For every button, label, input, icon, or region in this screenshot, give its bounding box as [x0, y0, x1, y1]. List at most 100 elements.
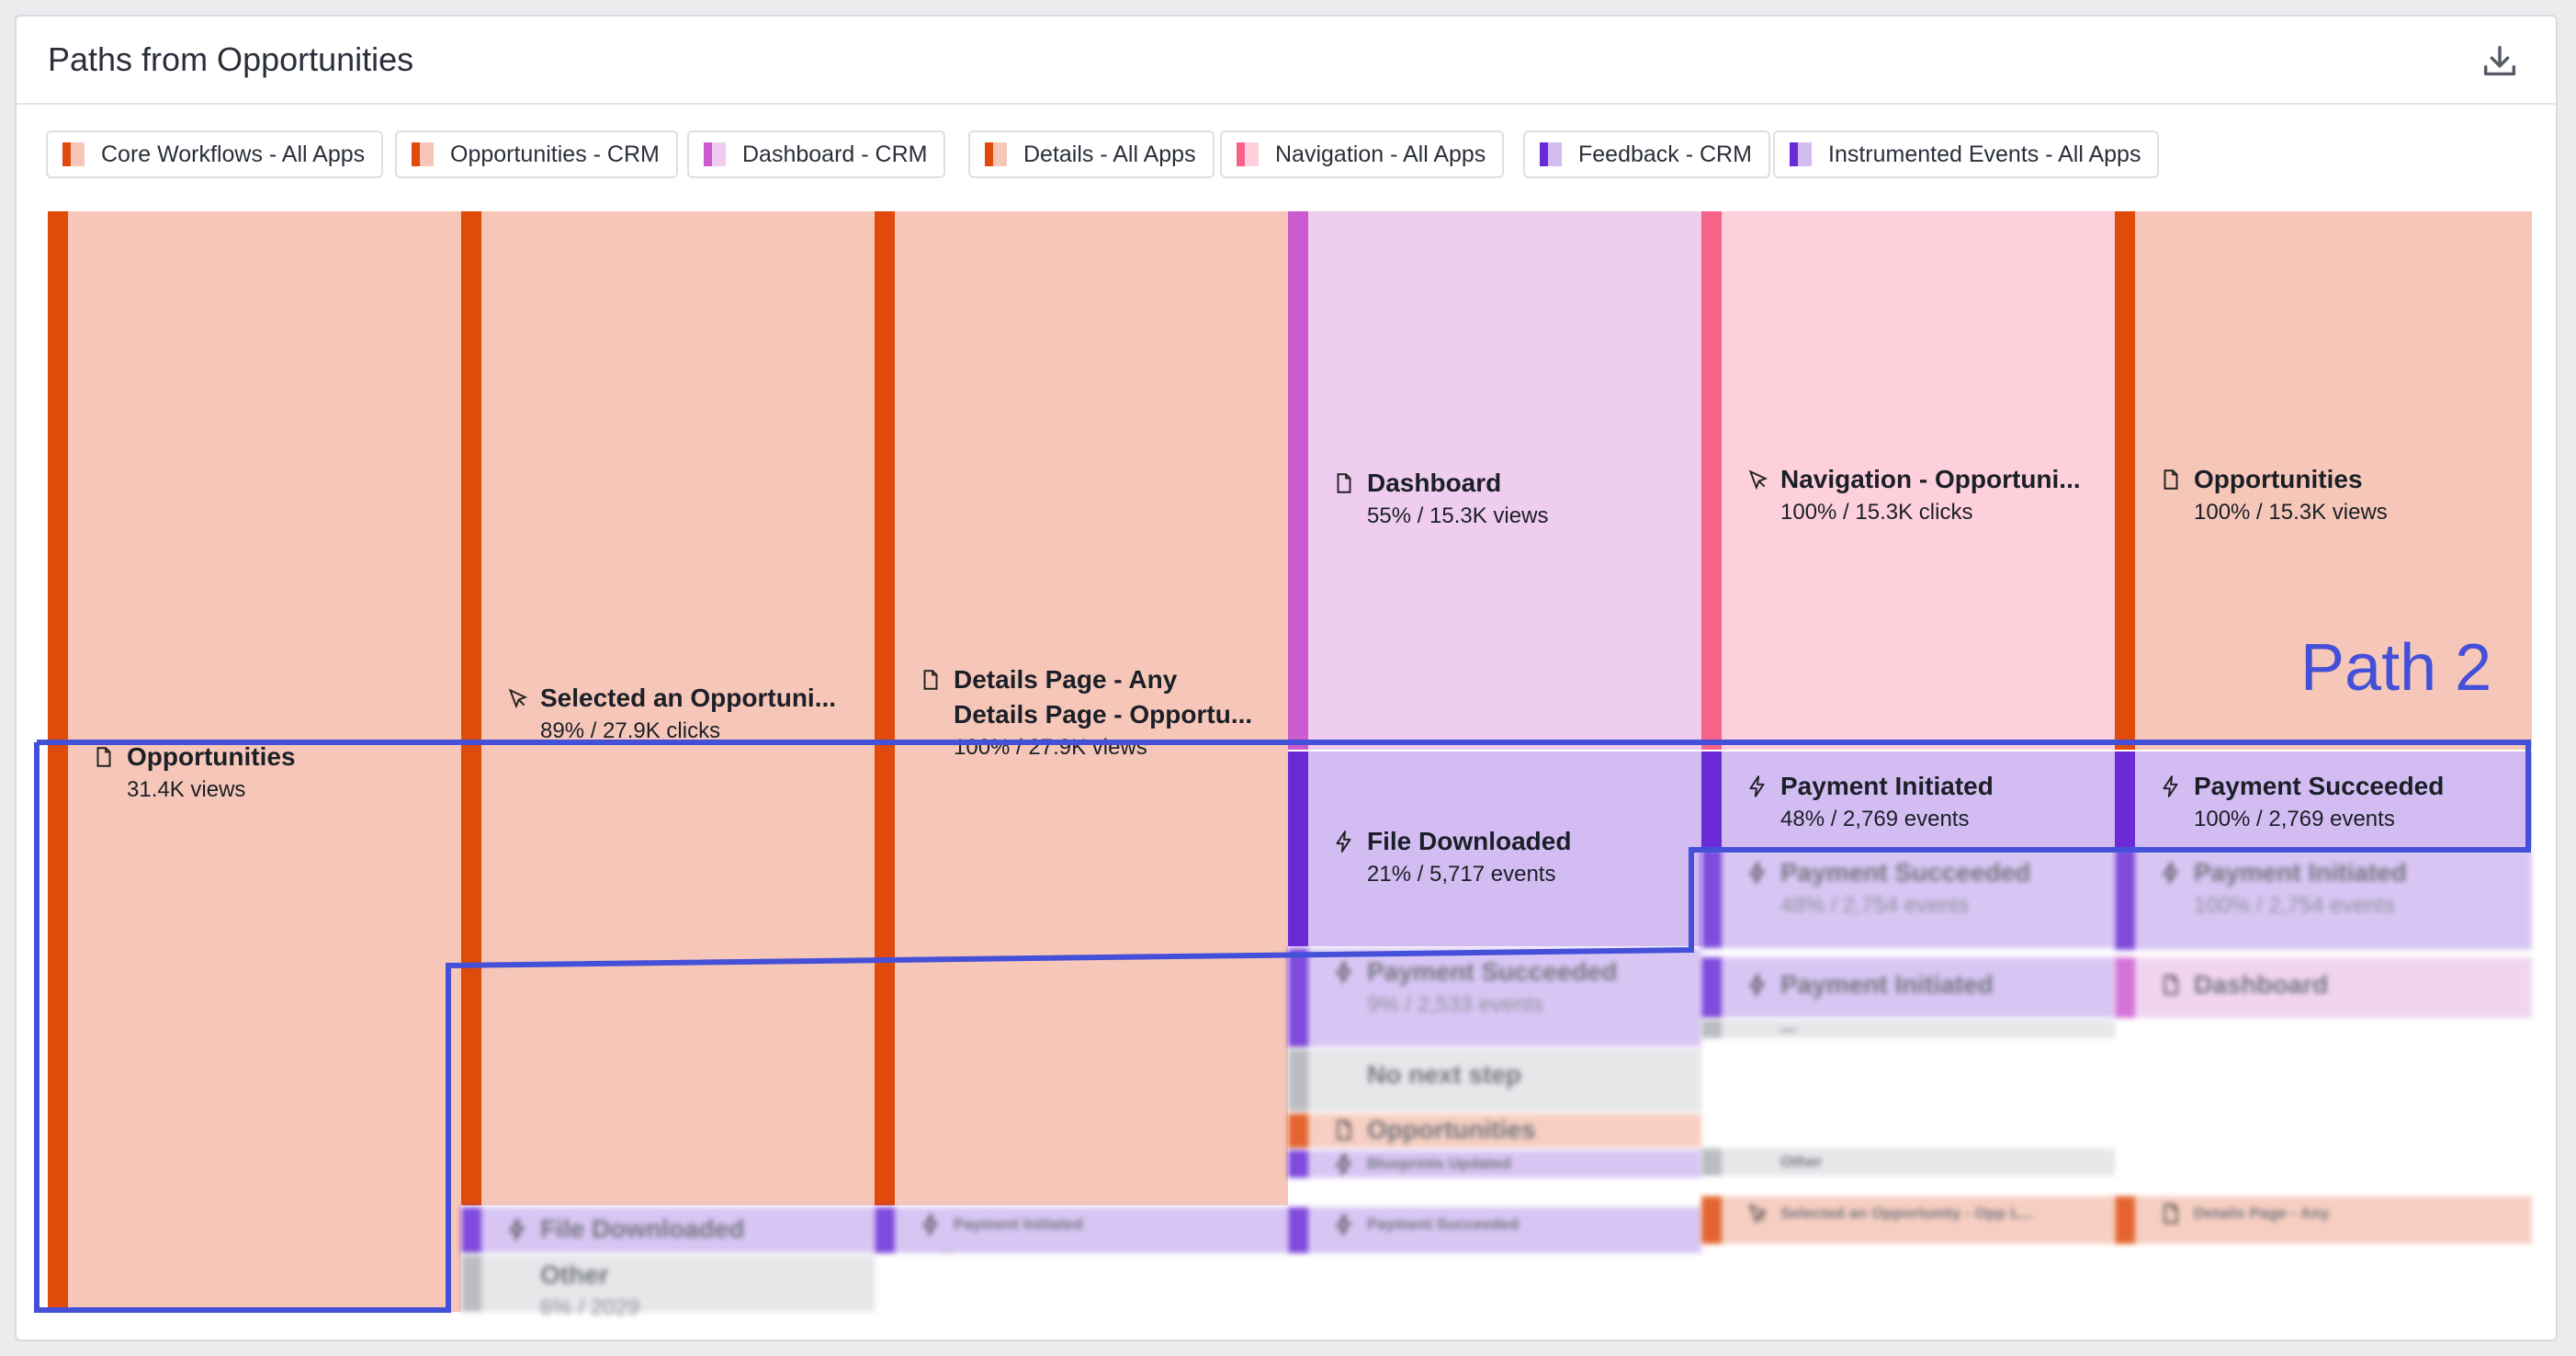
node-name-text: Opportunities — [1367, 1115, 1536, 1144]
path-node[interactable]: Navigation - Opportuni... 100% / 15.3K cl… — [1701, 211, 2115, 750]
path-node[interactable]: Payment Succeeded — [1288, 1207, 1701, 1253]
path-node[interactable]: No next step — [1288, 1049, 1701, 1112]
legend-item[interactable]: Details - All Apps — [968, 130, 1215, 178]
legend-swatch-icon — [62, 142, 85, 166]
node-name: Payment Succeeded — [2159, 772, 2444, 801]
node-fill — [1308, 211, 1701, 750]
path-2-line — [34, 740, 2531, 1313]
node-label: Payment Initiated 48% / 2,769 events — [1746, 772, 1994, 832]
bolt-icon — [1332, 1152, 1356, 1176]
node-fill — [1722, 1196, 2115, 1244]
path-node[interactable]: Payment Initiated — [1701, 957, 2115, 1018]
node-fill — [481, 211, 875, 1205]
node-name-line2: Details Page - Opportu... — [954, 700, 1253, 729]
legend-label: Dashboard - CRM — [742, 141, 928, 167]
node-name: Payment Succeeded — [1746, 858, 2030, 887]
legend-item[interactable]: Navigation - All Apps — [1220, 130, 1505, 178]
node-name-text: Payment Succeeded — [1367, 957, 1618, 986]
path-node[interactable]: Opportunities 100% / 15.3K views — [2115, 211, 2532, 750]
page-icon — [1332, 471, 1356, 495]
node-stat: 100% / 2,769 events — [2194, 807, 2395, 831]
legend-label: Instrumented Events - All Apps — [1828, 141, 2141, 167]
path-node[interactable]: Payment Initiated — — [875, 1207, 1288, 1257]
path-node[interactable]: Other 6% / 2029 — [461, 1255, 875, 1320]
node-label: Details Page - Any Details Page - Opportu… — [919, 665, 1252, 761]
node-label: — — [1746, 1018, 1796, 1042]
path-node[interactable]: Selected an Opportuni... 89% / 27.9K clic… — [461, 211, 875, 1205]
node-stat: 48% / 2,754 events — [1780, 893, 1970, 918]
path-node[interactable]: Payment Initiated 48% / 2,769 events — [1701, 751, 2115, 847]
node-color-bar — [875, 1207, 895, 1253]
node-fill — [2135, 751, 2532, 847]
path-node[interactable]: Details Page - Any — [2115, 1196, 2532, 1244]
node-name-text: Payment Initiated — [954, 1215, 1083, 1233]
node-stat: 21% / 5,717 events — [1367, 862, 1556, 887]
node-label: Details Page - Any — [2159, 1202, 2330, 1226]
path-node[interactable]: File Downloaded 21% / 5,717 events — [1288, 751, 1701, 946]
path-node[interactable]: Dashboard 55% / 15.3K views — [1288, 211, 1701, 750]
node-fill — [1722, 1148, 2115, 1176]
node-label: Other 6% / 2029 — [505, 1260, 639, 1321]
path-node[interactable]: Details Page - Any Details Page - Opportu… — [875, 211, 1288, 1205]
path-node[interactable]: Opportunities — [1288, 1113, 1701, 1148]
node-name: Opportunities — [92, 742, 296, 772]
node-name: Payment Initiated — [1746, 970, 1994, 1000]
path-node[interactable]: — — [1701, 1020, 2115, 1038]
node-name: Payment Succeeded — [1332, 1213, 1519, 1237]
node-color-bar — [461, 1255, 481, 1312]
node-name-text: Dashboard — [1367, 469, 1502, 497]
node-name-text: Payment Initiated — [1780, 772, 1994, 800]
node-color-bar — [1288, 1113, 1308, 1148]
node-color-bar — [1701, 211, 1722, 750]
path-node[interactable]: Payment Succeeded 100% / 2,769 events — [2115, 751, 2532, 847]
node-color-bar — [1701, 751, 1722, 847]
path-2-outline — [34, 740, 2531, 1313]
legend-item[interactable]: Core Workflows - All Apps — [46, 130, 384, 178]
path-node[interactable]: Dashboard — [2115, 957, 2532, 1018]
node-color-bar — [2115, 957, 2135, 1018]
node-color-bar — [2115, 751, 2135, 847]
path-node[interactable]: Selected an Opportunity - Opp L... — [1701, 1196, 2115, 1244]
path-node[interactable]: File Downloaded — [461, 1207, 875, 1253]
page-icon — [1332, 1118, 1356, 1142]
bolt-icon — [1746, 861, 1769, 885]
node-stat: 100% / 27.9K views — [954, 735, 1147, 760]
node-label: Blueprints Updated — [1332, 1152, 1511, 1176]
node-name: Other — [505, 1260, 639, 1290]
node-fill — [1308, 1049, 1701, 1112]
node-label: Navigation - Opportuni... 100% / 15.3K cl… — [1746, 465, 2081, 525]
legend-item[interactable]: Feedback - CRM — [1523, 130, 1770, 178]
path-node[interactable]: Payment Succeeded 48% / 2,754 events — [1701, 849, 2115, 948]
node-color-bar — [1701, 1148, 1722, 1176]
node-fill — [1722, 751, 2115, 847]
node-name: File Downloaded — [1332, 827, 1571, 856]
node-name-text: Details Page - Any — [954, 665, 1178, 694]
path-node[interactable]: Other — [1701, 1148, 2115, 1176]
path-node[interactable]: Payment Initiated 100% / 2,754 events — [2115, 849, 2532, 950]
path-node[interactable]: Blueprints Updated — [1288, 1150, 1701, 1178]
node-label: Payment Succeeded 9% / 2,533 events — [1332, 957, 1617, 1018]
download-icon[interactable] — [2479, 40, 2521, 83]
node-color-bar — [1288, 1150, 1308, 1178]
path-node[interactable]: Payment Succeeded 9% / 2,533 events — [1288, 948, 1701, 1047]
legend-item[interactable]: Instrumented Events - All Apps — [1773, 130, 2160, 178]
node-color-bar — [48, 211, 68, 1312]
legend-item[interactable]: Dashboard - CRM — [687, 130, 946, 178]
node-color-bar — [875, 211, 895, 1205]
node-name-text: Payment Succeeded — [1367, 1215, 1520, 1233]
node-fill — [1722, 849, 2115, 948]
cursor-icon — [1746, 468, 1769, 492]
node-color-bar — [2115, 1196, 2135, 1244]
node-fill — [2135, 849, 2532, 950]
node-label: File Downloaded — [505, 1215, 744, 1244]
legend-item[interactable]: Opportunities - CRM — [395, 130, 678, 178]
node-fill — [481, 1207, 875, 1253]
node-label: Selected an Opportuni... 89% / 27.9K clic… — [505, 684, 836, 744]
legend-label: Feedback - CRM — [1578, 141, 1752, 167]
legend-label: Core Workflows - All Apps — [101, 141, 366, 167]
node-name-text: Opportunities — [127, 742, 296, 771]
page-icon — [92, 745, 116, 769]
node-stat: 100% / 15.3K views — [2194, 500, 2388, 525]
path-node[interactable]: Opportunities 31.4K views — [48, 211, 461, 1312]
node-label: Opportunities 31.4K views — [92, 742, 296, 803]
